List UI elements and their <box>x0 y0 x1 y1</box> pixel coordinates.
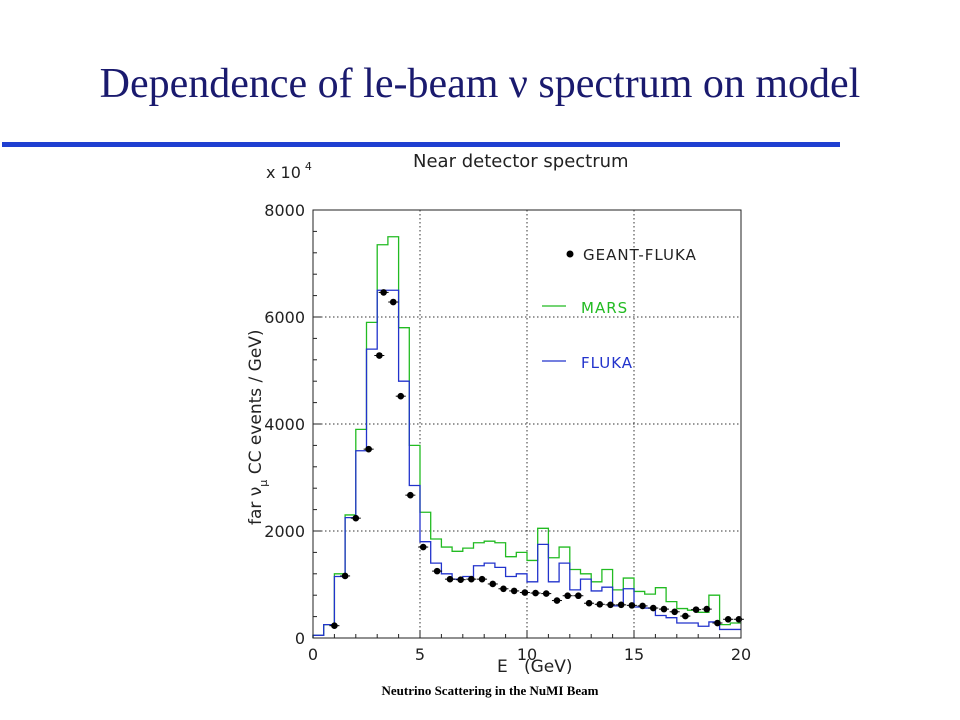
y-tick-label: 0 <box>295 629 305 648</box>
geant-fluka-point <box>397 392 405 400</box>
x-tick-label: 10 <box>517 645 537 664</box>
geant-fluka-point <box>607 601 614 609</box>
geant-fluka-point <box>419 543 427 551</box>
geant-fluka-point <box>660 605 668 613</box>
y-tick-label: 6000 <box>264 308 305 327</box>
chart-title: Near detector spectrum <box>413 151 629 172</box>
fluka-series <box>312 289 741 638</box>
geant-fluka-point <box>407 491 414 499</box>
y-tick-label: 8000 <box>264 201 305 220</box>
legend-label-geant-fluka: GEANT-FLUKA <box>583 246 697 264</box>
geant-fluka-point <box>649 604 657 612</box>
geant-fluka-point <box>478 575 486 583</box>
x-tick-label: 15 <box>624 645 644 664</box>
legend-marker-geant-fluka <box>566 250 574 258</box>
geant-fluka-point <box>628 602 636 609</box>
x-tick-label: 0 <box>308 645 318 664</box>
geant-fluka-point <box>489 580 497 588</box>
geant-fluka-point <box>596 600 604 608</box>
geant-fluka-point <box>521 589 529 596</box>
geant-fluka-point <box>331 622 338 629</box>
geant-fluka-point <box>446 575 454 583</box>
geant-fluka-point <box>714 619 721 627</box>
geant-fluka-point <box>500 585 507 593</box>
y-multiplier: x 10 4 <box>266 160 312 182</box>
x-axis-label: E (GeV) <box>497 657 572 677</box>
grid-lines <box>313 210 741 638</box>
y-multiplier-base: x 10 <box>266 163 301 182</box>
x-tick-label: 20 <box>731 645 751 664</box>
geant-fluka-point <box>682 612 689 620</box>
mars-histogram-line <box>312 236 741 638</box>
geant-fluka-point <box>692 606 700 613</box>
legend: GEANT-FLUKA MARS FLUKA <box>542 246 697 372</box>
geant-fluka-series <box>329 289 744 629</box>
legend-label-mars: MARS <box>581 299 628 317</box>
mars-series <box>312 236 741 638</box>
geant-fluka-point <box>532 589 539 597</box>
y-multiplier-exponent: 4 <box>305 160 312 173</box>
fluka-histogram-line <box>312 289 741 638</box>
geant-fluka-point <box>510 587 518 595</box>
geant-fluka-point <box>341 572 349 580</box>
geant-fluka-point <box>564 592 571 600</box>
x-tick-label: 5 <box>415 645 425 664</box>
geant-fluka-point <box>724 615 732 623</box>
legend-label-fluka: FLUKA <box>581 354 633 372</box>
geant-fluka-point <box>703 605 711 613</box>
geant-fluka-point <box>542 590 550 597</box>
geant-fluka-point <box>433 567 441 575</box>
geant-fluka-point <box>389 298 397 306</box>
geant-fluka-point <box>376 352 383 359</box>
geant-fluka-point <box>553 597 561 604</box>
geant-fluka-point <box>457 576 464 583</box>
title-underline <box>2 142 840 147</box>
axis-ticks: 0 5 10 15 20 0 2000 4000 6000 8000 <box>264 201 751 664</box>
spectrum-chart: Near detector spectrum x 10 4 0 5 10 15 20 0 20… <box>246 151 751 677</box>
geant-fluka-point <box>365 445 372 453</box>
geant-fluka-point <box>617 601 625 609</box>
y-axis-label-sub: μ <box>257 480 270 487</box>
geant-fluka-point <box>468 575 475 583</box>
y-tick-label: 2000 <box>264 522 305 541</box>
geant-fluka-point <box>575 592 582 600</box>
geant-fluka-point <box>671 608 678 616</box>
y-axis-label: far νμ CC events / GeV) <box>246 329 270 525</box>
geant-fluka-point <box>639 602 646 610</box>
y-axis-label-b: CC events / GeV) <box>246 329 266 479</box>
geant-fluka-point <box>585 599 593 607</box>
y-axis-label-a: far ν <box>246 487 266 525</box>
geant-fluka-point <box>380 289 387 296</box>
y-tick-label: 4000 <box>264 415 305 434</box>
geant-fluka-point <box>352 514 360 522</box>
slide-footer: Neutrino Scattering in the NuMI Beam <box>381 683 599 698</box>
slide-title: Dependence of le-beam ν spectrum on mode… <box>99 61 861 107</box>
